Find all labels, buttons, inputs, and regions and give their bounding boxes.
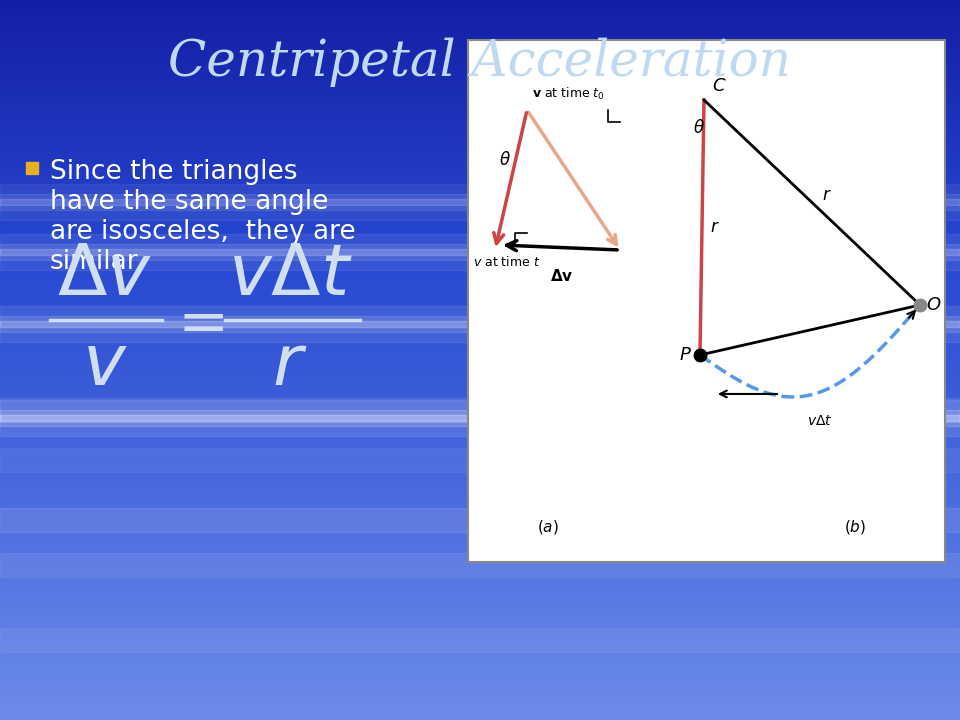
Bar	[0, 410, 960, 426]
Bar	[0, 316, 960, 332]
Text: $O$: $O$	[926, 296, 942, 314]
Text: similar: similar	[50, 249, 138, 275]
Text: $v\Delta t$: $v\Delta t$	[228, 240, 352, 310]
Bar	[0, 398, 960, 422]
Bar	[0, 321, 960, 327]
Text: $=$: $=$	[165, 292, 225, 352]
Text: are isosceles,  they are: are isosceles, they are	[50, 219, 355, 245]
Text: $C$: $C$	[712, 77, 727, 95]
Bar	[0, 508, 960, 532]
Bar	[0, 194, 960, 210]
Bar	[0, 199, 960, 204]
Text: Centripetal Acceleration: Centripetal Acceleration	[169, 37, 791, 86]
Text: $r$: $r$	[822, 186, 831, 204]
Text: $(a)$: $(a)$	[537, 518, 559, 536]
Bar	[0, 415, 960, 420]
Bar	[0, 234, 960, 270]
Text: $(b)$: $(b)$	[844, 518, 866, 536]
Bar	[0, 249, 960, 255]
Text: $\theta$: $\theta$	[499, 151, 511, 169]
Bar	[468, 40, 945, 562]
Text: $\mathbf{v}$ at time $t_0$: $\mathbf{v}$ at time $t_0$	[532, 86, 605, 102]
Text: $v\Delta t$: $v\Delta t$	[807, 414, 832, 428]
Text: $\Delta v$: $\Delta v$	[58, 240, 153, 310]
Text: $P$: $P$	[679, 346, 692, 364]
Text: have the same angle: have the same angle	[50, 189, 328, 215]
Bar	[0, 448, 960, 472]
Text: $r$: $r$	[273, 330, 308, 400]
Bar	[0, 400, 960, 436]
Bar	[0, 628, 960, 652]
Text: $r$: $r$	[710, 218, 720, 236]
Bar	[0, 306, 960, 342]
Text: $\mathbf{\Delta v}$: $\mathbf{\Delta v}$	[550, 268, 574, 284]
Bar	[0, 184, 960, 220]
Text: $v$ at time $t$: $v$ at time $t$	[473, 255, 540, 269]
Text: $v$: $v$	[83, 330, 128, 400]
Text: $\theta$: $\theta$	[693, 119, 705, 137]
Bar	[0, 244, 960, 260]
Bar	[0, 553, 960, 577]
Text: Since the triangles: Since the triangles	[50, 159, 298, 185]
